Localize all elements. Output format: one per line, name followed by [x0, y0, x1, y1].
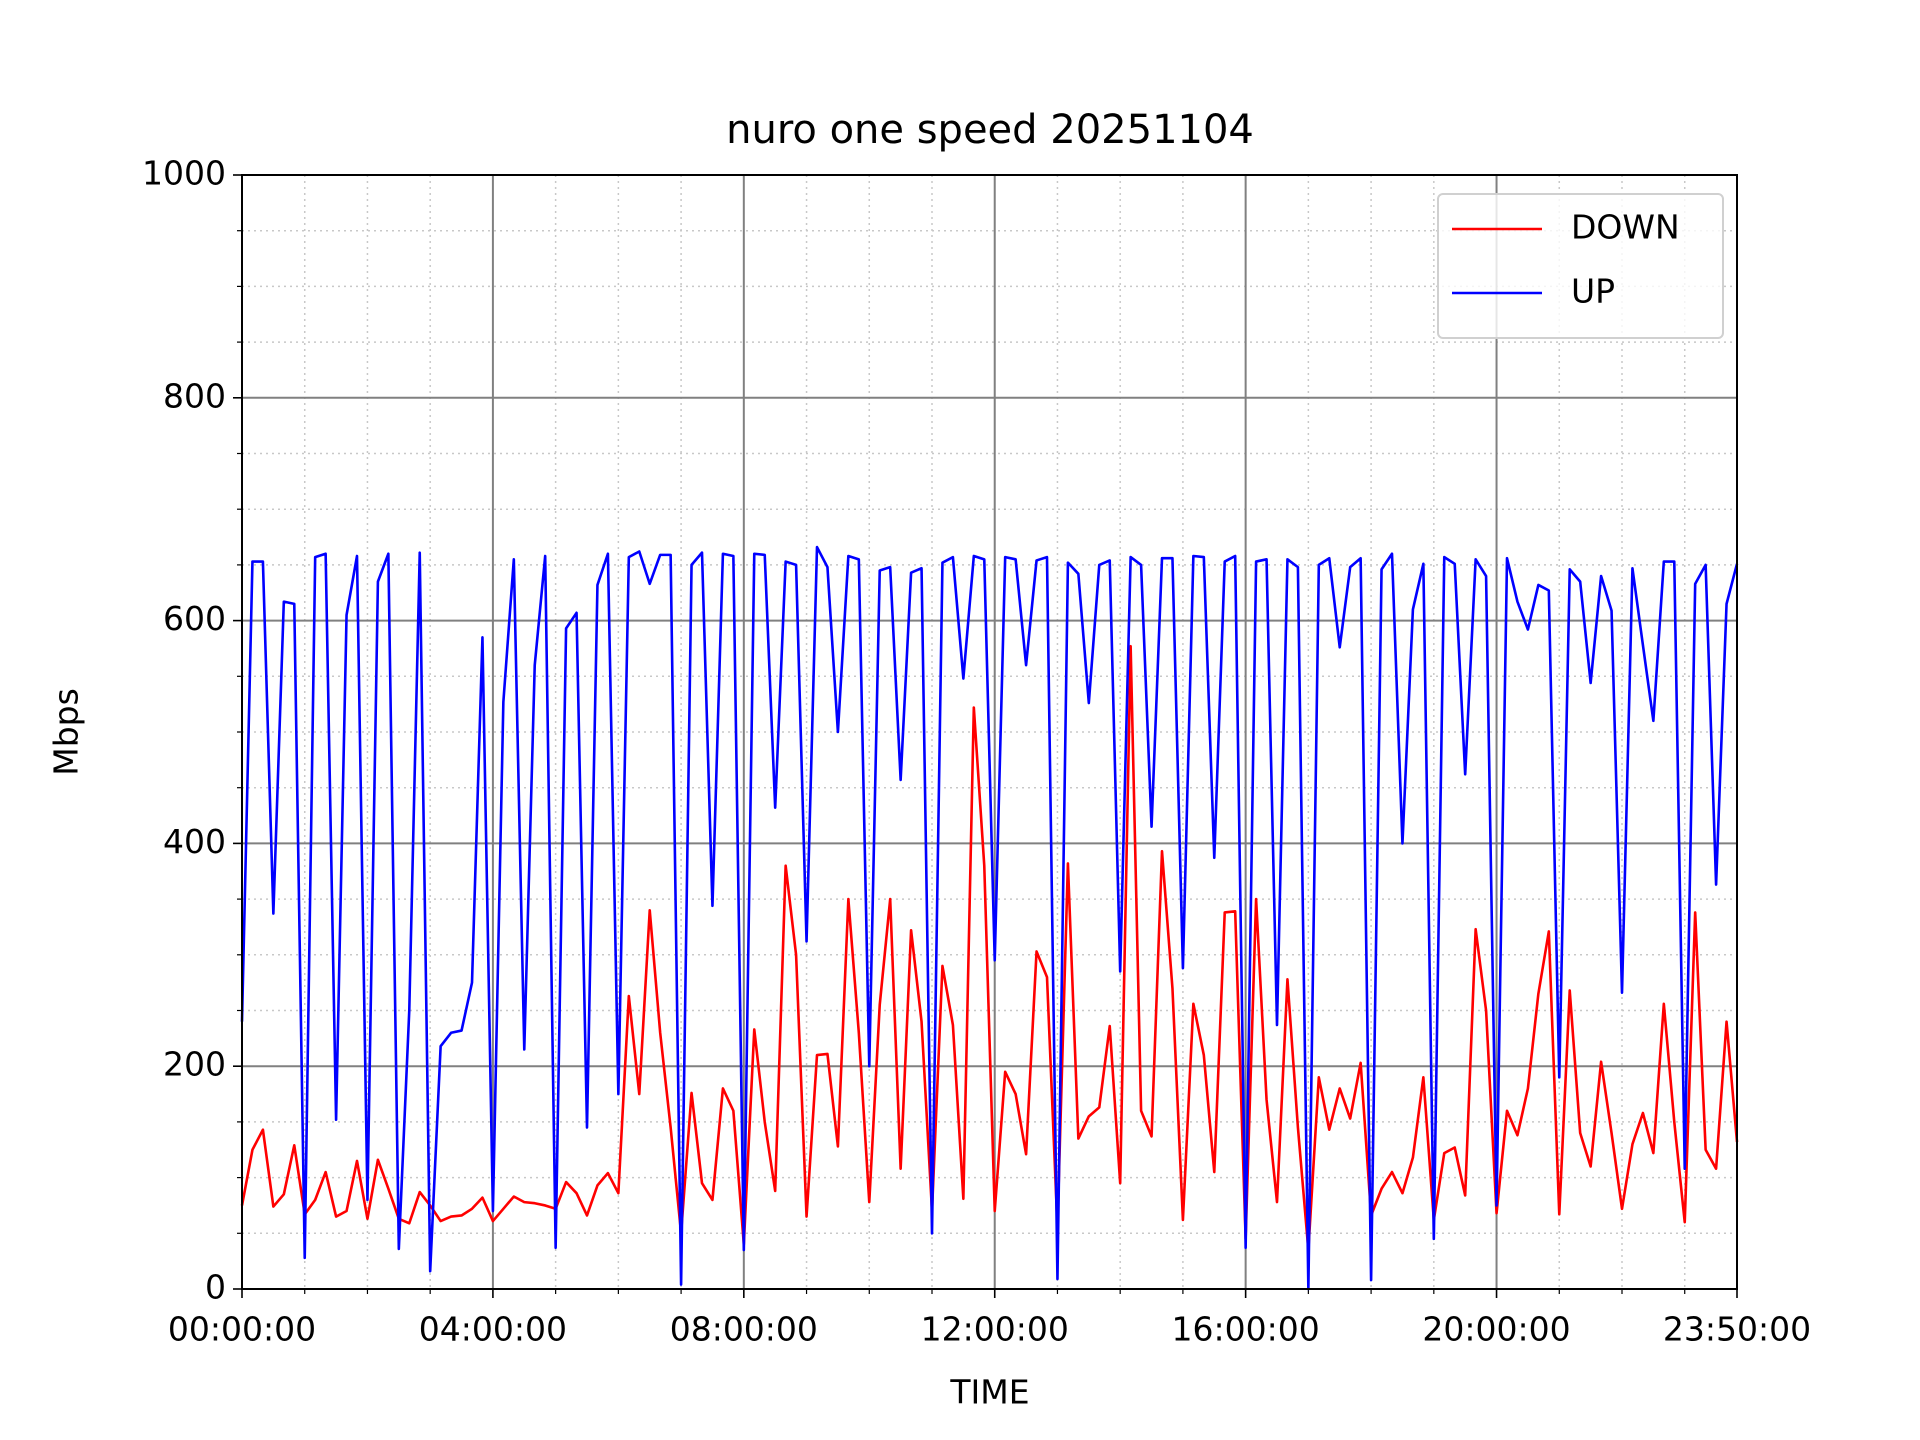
- plot-frame: [241, 174, 1738, 1290]
- x-axis-label: TIME: [949, 1373, 1029, 1412]
- data-line: [240, 545, 1739, 1291]
- x-tick-label: 16:00:00: [1172, 1310, 1320, 1349]
- chart-title: nuro one speed 20251104: [726, 107, 1254, 153]
- x-tick-label: 08:00:00: [670, 1310, 818, 1349]
- y-axis-label: Mbps: [47, 688, 86, 776]
- x-tick-label: 20:00:00: [1422, 1310, 1570, 1349]
- y-tick-label: 200: [163, 1045, 226, 1084]
- y-tick-label: 0: [205, 1268, 226, 1307]
- x-tick-label: 23:50:00: [1663, 1310, 1811, 1349]
- y-tick-label: 400: [163, 822, 226, 861]
- x-tick-label: 12:00:00: [921, 1310, 1069, 1349]
- legend-label: UP: [1571, 272, 1615, 311]
- legend-label: DOWN: [1571, 208, 1680, 247]
- x-tick-label: 00:00:00: [168, 1310, 316, 1349]
- y-tick-label: 800: [163, 376, 226, 415]
- data-line: [240, 644, 1739, 1252]
- y-tick-label: 600: [163, 599, 226, 638]
- y-tick-label: 1000: [142, 154, 226, 193]
- x-tick-label: 04:00:00: [419, 1310, 567, 1349]
- legend: DOWN UP: [1437, 193, 1724, 339]
